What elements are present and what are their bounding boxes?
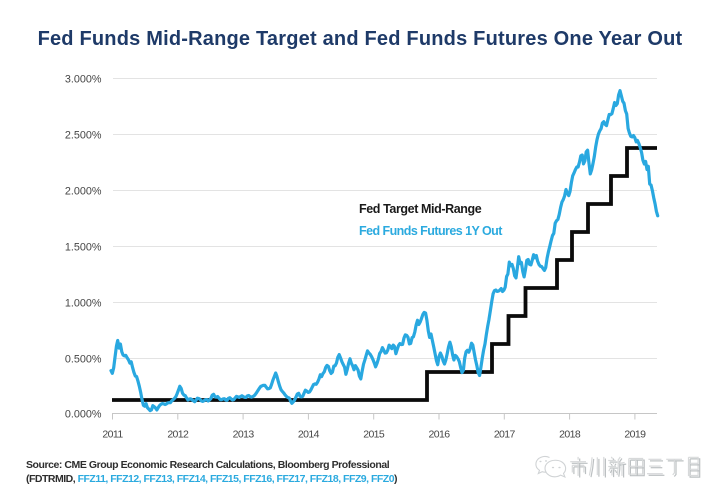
svg-text:Source: CME Group Economic Res: Source: CME Group Economic Research Calc… xyxy=(26,459,390,471)
svg-text:2018: 2018 xyxy=(559,429,581,441)
svg-text:2011: 2011 xyxy=(102,429,123,441)
svg-text:2016: 2016 xyxy=(429,429,451,441)
svg-text:2012: 2012 xyxy=(167,429,189,441)
svg-text:2014: 2014 xyxy=(298,429,320,441)
svg-text:2019: 2019 xyxy=(624,429,646,441)
svg-text:3.000%: 3.000% xyxy=(65,74,102,86)
svg-text:1.500%: 1.500% xyxy=(65,242,102,254)
svg-text:2015: 2015 xyxy=(363,429,385,441)
svg-text:2.500%: 2.500% xyxy=(65,130,102,142)
svg-text:2017: 2017 xyxy=(494,429,516,441)
svg-text:0.000%: 0.000% xyxy=(65,409,102,421)
svg-text:2.000%: 2.000% xyxy=(65,186,102,198)
svg-text:Fed Funds Mid-Range Target and: Fed Funds Mid-Range Target and Fed Funds… xyxy=(38,28,683,50)
svg-text:Fed Funds Futures 1Y Out: Fed Funds Futures 1Y Out xyxy=(359,224,503,238)
svg-text:(FDTRMID, FFZ11, FFZ12, FFZ13,: (FDTRMID, FFZ11, FFZ12, FFZ13, FFZ14, FF… xyxy=(26,473,397,485)
svg-text:Fed Target Mid-Range: Fed Target Mid-Range xyxy=(359,202,482,216)
svg-text:1.000%: 1.000% xyxy=(65,298,102,310)
svg-text:2013: 2013 xyxy=(233,429,255,441)
svg-text:0.500%: 0.500% xyxy=(65,354,102,366)
